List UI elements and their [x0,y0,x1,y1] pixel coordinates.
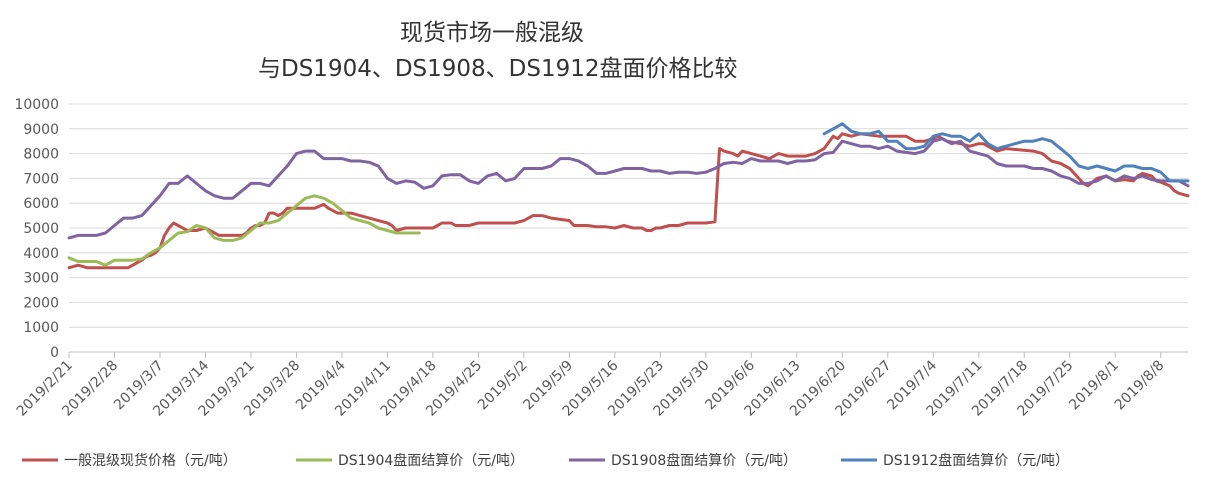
y-tick-label: 10000 [14,97,59,113]
x-tick-label: 2019/8/8 [1112,358,1168,414]
y-tick-label: 7000 [23,171,59,187]
x-axis: 2019/2/212019/2/282019/3/72019/3/142019/… [14,352,1188,420]
legend-label-4: DS1912盘面结算价（元/吨） [883,452,1069,469]
legend-label-3: DS1908盘面结算价（元/吨） [611,452,797,469]
y-tick-label: 1000 [23,320,59,336]
y-tick-label: 5000 [23,221,59,237]
legend-label-1: 一般混级现货价格（元/吨） [64,452,237,469]
legend-label-2: DS1904盘面结算价（元/吨） [338,452,524,469]
y-tick-label: 3000 [23,271,59,287]
y-tick-label: 2000 [23,295,59,311]
series-line-2 [69,196,419,265]
series-line-4 [824,124,1188,181]
grid [69,104,1188,327]
y-tick-label: 9000 [23,122,59,138]
y-axis-ticks: 0 1000 2000 3000 4000 5000 6000 7000 8000 9000 100… [14,97,59,361]
y-tick-label: 6000 [23,196,59,212]
line-chart: 现货市场一般混级 与DS1904、DS1908、DS1912盘面价格比较 0 10… [0,0,1213,480]
chart-title-line-2: 与DS1904、DS1908、DS1912盘面价格比较 [258,56,738,82]
y-tick-label: 4000 [23,246,59,262]
y-tick-label: 8000 [23,147,59,163]
legend: 一般混级现货价格（元/吨） DS1904盘面结算价（元/吨） DS1908盘面结算价… [22,452,1069,469]
chart-title-line-1: 现货市场一般混级 [400,20,584,46]
y-tick-label: 0 [50,345,59,361]
series-group [69,124,1188,268]
